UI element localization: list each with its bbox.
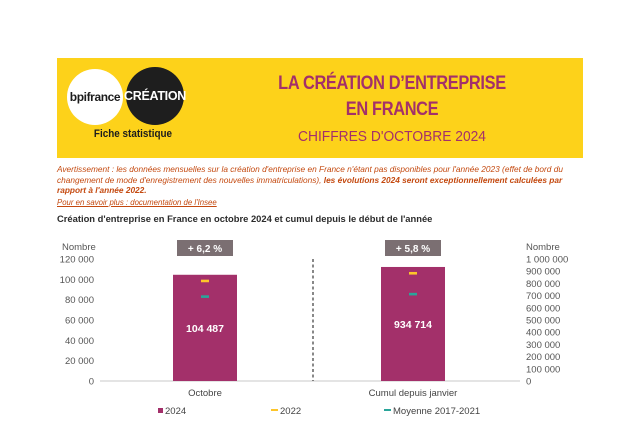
- left-axis-tick-label: 100 000: [60, 275, 94, 286]
- insee-documentation-link[interactable]: Pour en savoir plus : documentation de l…: [57, 198, 217, 207]
- right-axis-tick-label: 800 000: [526, 279, 560, 290]
- creation-logo-text: CRÉATION: [124, 89, 186, 103]
- legend-swatch-2024: [158, 408, 163, 413]
- left-axis-title: Nombre: [62, 242, 96, 253]
- header-banner: bpifrance CRÉATION Fiche statistique LA …: [57, 58, 583, 158]
- right-axis-tick-label: 400 000: [526, 328, 560, 339]
- bpifrance-logo-text: bpifrance: [69, 90, 121, 104]
- left-axis-tick-label: 0: [89, 377, 94, 388]
- right-axis-tick-label: 700 000: [526, 291, 560, 302]
- left-axis-tick-label: 20 000: [65, 356, 94, 367]
- warning-bold-text: les évolutions 2024 seront exceptionnell…: [57, 174, 563, 196]
- category-label: Octobre: [188, 388, 222, 399]
- right-axis-tick-label: 500 000: [526, 316, 560, 327]
- warning-note: Avertissement : les données mensuelles s…: [57, 164, 587, 196]
- right-axis-tick-label: 900 000: [526, 267, 560, 278]
- left-axis-tick-label: 120 000: [60, 255, 94, 266]
- legend-label-2024: 2024: [165, 406, 186, 417]
- right-axis-tick-label: 200 000: [526, 352, 560, 363]
- evolution-badge: [385, 240, 441, 256]
- legend-label-2022: 2022: [280, 406, 301, 417]
- right-axis-tick-label: 600 000: [526, 303, 560, 314]
- category-label: Cumul depuis janvier: [369, 388, 458, 399]
- legend-label-average: Moyenne 2017-2021: [393, 406, 480, 417]
- evolution-badge: [177, 240, 233, 256]
- evolution-badge-text: + 5,8 %: [396, 244, 430, 255]
- left-axis-tick-label: 60 000: [65, 316, 94, 327]
- page-title-line2: EN FRANCE: [345, 98, 439, 120]
- fiche-statistique-label: Fiche statistique: [93, 128, 173, 140]
- evolution-badge-text: + 6,2 %: [188, 244, 222, 255]
- bpifrance-logo: bpifrance: [67, 69, 123, 125]
- right-axis-tick-label: 1 000 000: [526, 255, 568, 266]
- creation-logo: CRÉATION: [124, 67, 186, 125]
- right-axis-title: Nombre: [526, 242, 560, 253]
- right-axis-tick-label: 0: [526, 377, 531, 388]
- right-axis-tick-label: 100 000: [526, 364, 560, 375]
- left-axis-tick-label: 80 000: [65, 295, 94, 306]
- page-subtitle: CHIFFRES D'OCTOBRE 2024: [298, 128, 486, 145]
- bar-2024: [381, 266, 445, 381]
- bar-value-label: 104 487: [186, 323, 224, 335]
- warning-text: Avertissement : les données mensuelles s…: [57, 164, 563, 185]
- right-axis-tick-label: 300 000: [526, 340, 560, 351]
- chart-title: Création d'entreprise en France en octob…: [57, 213, 433, 224]
- bar-value-label: 934 714: [394, 319, 432, 331]
- left-axis-tick-label: 40 000: [65, 336, 94, 347]
- page-title-line1: LA CRÉATION D’ENTREPRISE: [278, 72, 506, 94]
- bar-2024: [173, 274, 237, 381]
